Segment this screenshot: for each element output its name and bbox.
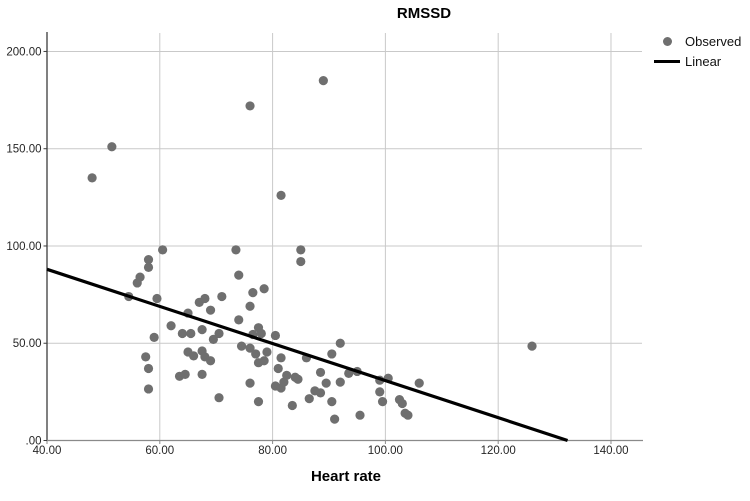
scatter-point xyxy=(296,245,306,255)
scatter-point xyxy=(205,305,216,315)
legend-item-linear: Linear xyxy=(654,54,741,69)
scatter-point xyxy=(377,396,388,407)
scatter-point xyxy=(208,334,218,344)
scatter-point xyxy=(276,353,286,363)
scatter-point xyxy=(355,410,365,420)
scatter-point xyxy=(143,384,154,394)
scatter-point xyxy=(197,369,207,379)
scatter-point xyxy=(327,396,337,407)
scatter-point xyxy=(87,173,97,183)
y-tick-label: 50.00 xyxy=(13,338,42,350)
scatter-point xyxy=(205,356,216,366)
scatter-point xyxy=(318,76,328,86)
scatter-point xyxy=(375,387,385,397)
scatter-point xyxy=(315,367,326,378)
scatter-point xyxy=(282,370,292,380)
x-tick-label: 140.00 xyxy=(593,445,628,457)
scatter-point xyxy=(189,351,199,361)
legend: Observed Linear xyxy=(654,34,741,74)
scatter-point xyxy=(315,388,326,398)
scatter-point xyxy=(149,332,159,343)
scatter-point xyxy=(234,270,244,280)
scatter-point xyxy=(251,349,261,359)
scatter-point xyxy=(397,398,407,409)
x-axis-title: Heart rate xyxy=(310,468,382,485)
y-tick-label: .00 xyxy=(26,436,42,448)
scatter-point xyxy=(141,352,151,362)
scatter-point xyxy=(259,284,269,294)
scatter-point xyxy=(236,341,247,351)
scatter-point xyxy=(304,394,314,404)
scatter-point xyxy=(180,369,190,379)
linear-marker-swatch xyxy=(654,59,680,64)
scatter-point xyxy=(214,393,224,403)
observed-dot-icon xyxy=(662,37,672,46)
scatter-point xyxy=(231,245,241,255)
x-tick-label: 100.00 xyxy=(368,445,403,457)
scatter-point xyxy=(234,315,244,325)
scatter-point xyxy=(245,378,255,388)
scatter-point xyxy=(143,254,154,265)
scatter-point xyxy=(166,321,176,331)
linear-line-icon xyxy=(654,59,680,64)
scatter-point xyxy=(253,396,264,407)
legend-linear-label: Linear xyxy=(685,54,722,69)
y-tick-label: 150.00 xyxy=(6,144,41,156)
scatter-point xyxy=(217,291,227,302)
scatter-point xyxy=(296,256,306,267)
scatter-point xyxy=(270,330,281,341)
scatter-point xyxy=(200,293,210,304)
scatter-point xyxy=(197,325,207,335)
scatter-point xyxy=(158,245,168,255)
scatter-point xyxy=(186,328,196,339)
y-tick-label: 100.00 xyxy=(6,241,41,253)
x-tick-label: 60.00 xyxy=(145,445,174,457)
scatter-point xyxy=(327,349,337,359)
legend-item-observed: Observed xyxy=(654,34,741,49)
scatter-point xyxy=(143,363,154,374)
scatter-point xyxy=(335,377,345,387)
chart-title: RMSSD xyxy=(396,5,452,22)
scatter-point xyxy=(248,288,258,298)
x-tick-label: 120.00 xyxy=(481,445,516,457)
scatter-point xyxy=(107,142,117,152)
legend-observed-label: Observed xyxy=(685,34,742,49)
scatter-point xyxy=(262,347,272,357)
scatter-point xyxy=(152,293,162,304)
scatter-point xyxy=(143,262,154,272)
scatter-point xyxy=(321,378,331,388)
scatter-point xyxy=(330,414,340,424)
scatter-point xyxy=(245,301,255,311)
scatter-point xyxy=(287,400,297,411)
scatter-point xyxy=(245,101,255,111)
y-tick-label: 200.00 xyxy=(6,46,41,58)
scatter-point xyxy=(245,343,255,353)
x-tick-label: 80.00 xyxy=(258,445,287,457)
scatter-point xyxy=(293,374,303,384)
regression-line xyxy=(46,267,569,443)
scatter-point xyxy=(403,410,413,420)
scatter-point xyxy=(276,190,286,200)
scatter-point xyxy=(135,272,145,282)
observed-marker-swatch xyxy=(654,37,680,46)
scatter-point xyxy=(527,341,537,351)
scatter-point xyxy=(214,328,224,339)
scatter-point xyxy=(335,338,345,348)
scatter-point xyxy=(344,368,354,378)
scatter-point xyxy=(256,328,266,339)
scatter-point xyxy=(273,363,283,374)
scatter-point xyxy=(177,328,187,339)
scatter-point xyxy=(414,378,424,388)
scatter-point xyxy=(259,356,269,366)
x-tick-label: 40.00 xyxy=(33,445,62,457)
